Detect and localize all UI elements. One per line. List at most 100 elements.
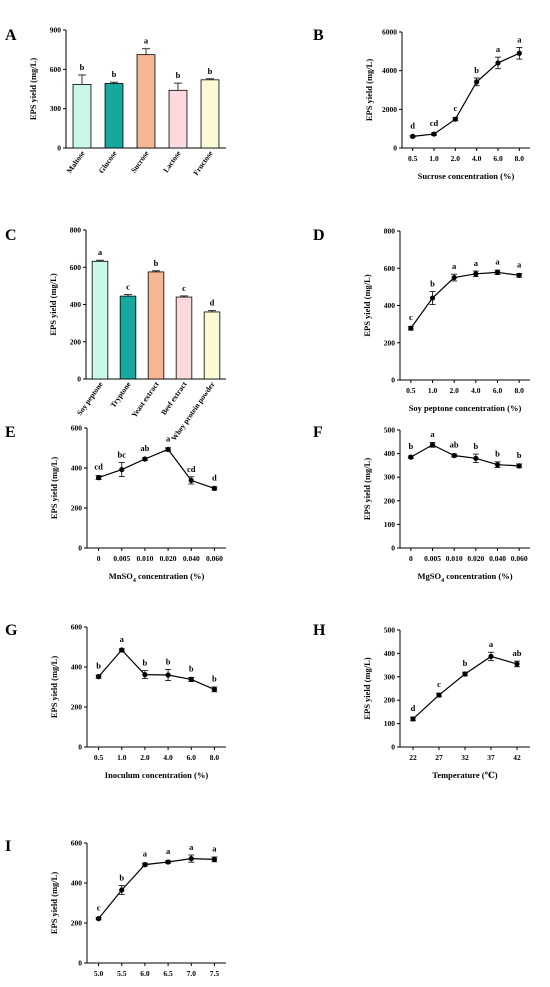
panel-f: F 0 100 200 300 400 500 EPS yield (mg/L) 0 0.005 0…: [313, 424, 530, 584]
significance-letter: d: [210, 298, 215, 308]
x-tick-label: 6.5: [163, 969, 173, 978]
data-point: [95, 674, 102, 680]
data-point: [410, 716, 416, 722]
y-tick-label: 300: [384, 672, 396, 681]
x-axis-title: Sucrose concentration (%): [418, 171, 515, 181]
x-tick-label: 2.0: [140, 753, 150, 762]
y-tick-label: 0: [393, 144, 397, 153]
y-tick-label: 300: [384, 473, 396, 482]
panel-d: D 0 200 400 600 800 EPS yield (mg/L) 0.5 1.0 2.0 4…: [313, 227, 530, 413]
panel-e: E 0 200 400 600 EPS yield (mg/L) 0 0.005 0.010 0.…: [5, 424, 226, 584]
y-tick-label: 400: [384, 449, 396, 458]
bar-1: [104, 83, 124, 149]
data-point: [451, 274, 457, 281]
x-category-label: Yeast extract: [129, 380, 160, 420]
x-tick-label: 6.0: [187, 753, 197, 762]
significance-letter: a: [166, 433, 171, 443]
series-line: [410, 444, 520, 467]
significance-letter: b: [166, 656, 171, 666]
series-line: [98, 448, 215, 489]
y-tick-label: 600: [384, 264, 396, 273]
x-tick-label: 2.0: [449, 386, 459, 395]
x-tick-label: 6.0: [493, 386, 503, 395]
data-point: [165, 859, 171, 865]
x-tick-label: 7.5: [210, 969, 220, 978]
x-axis-title: MgSO4 concentration (%): [417, 571, 512, 584]
significance-letter: d: [410, 120, 415, 130]
x-axis-title: MnSO4 concentration (%): [109, 571, 205, 584]
significance-letter: b: [154, 258, 159, 268]
x-category-label: Beef extract: [159, 380, 189, 417]
x-axis-title: Soy peptone concentration (%): [409, 403, 522, 413]
bar-2: [136, 54, 156, 149]
y-axis-title: EPS yield (mg/L): [28, 58, 38, 121]
x-tick-label: 0: [409, 554, 413, 563]
panel-letter-d: D: [313, 227, 325, 244]
x-axis-title-subscript: 4: [441, 578, 444, 584]
significance-letter: a: [212, 843, 217, 853]
data-point: [462, 671, 468, 677]
data-point: [494, 269, 501, 275]
data-point: [188, 477, 194, 483]
significance-letter: a: [489, 639, 494, 649]
y-tick-label: 600: [71, 424, 83, 433]
x-tick-label: 4.0: [163, 753, 173, 762]
y-tick-label: 400: [71, 464, 83, 473]
x-tick-label: 0.5: [406, 386, 416, 395]
x-tick-label: 6.0: [493, 154, 503, 163]
data-point: [165, 446, 171, 452]
data-point: [408, 454, 414, 460]
x-axis-title-main: MgSO: [417, 571, 441, 581]
significance-letter: b: [463, 658, 468, 668]
significance-letter: b: [96, 661, 101, 671]
x-tick-label: 5.5: [117, 969, 127, 978]
y-tick-label: 400: [384, 301, 396, 310]
data-point: [119, 647, 125, 653]
x-tick-label: 0.040: [183, 554, 200, 563]
significance-letter: b: [208, 66, 213, 76]
y-tick-label: 600: [50, 65, 62, 74]
y-tick-label: 600: [70, 263, 82, 272]
significance-letter: b: [143, 658, 148, 668]
y-tick-label: 200: [71, 504, 83, 513]
bar-1: [119, 295, 137, 380]
data-point: [473, 271, 479, 277]
x-tick-label: 32: [461, 753, 469, 762]
significance-letter: b: [517, 450, 522, 460]
series-line: [98, 649, 215, 690]
significance-letter: a: [496, 44, 501, 54]
y-tick-label: 0: [78, 959, 82, 968]
panel-c: C 0 200 400 600 800 EPS yield (mg/L) a Soy pepto…: [5, 226, 226, 442]
y-tick-label: 600: [71, 839, 83, 848]
significance-letter: c: [453, 103, 457, 113]
data-point: [473, 455, 479, 461]
x-tick-label: 6.0: [140, 969, 150, 978]
x-tick-label: 1.0: [117, 753, 127, 762]
significance-letter: bc: [118, 450, 127, 460]
y-tick-label: 0: [57, 144, 61, 153]
x-tick-label: 0.010: [446, 554, 463, 563]
x-axis-title-main: MnSO: [109, 571, 133, 581]
panel-letter-f: F: [313, 424, 323, 441]
significance-letter: b: [212, 673, 217, 683]
significance-letter: a: [98, 247, 103, 257]
data-point: [188, 676, 194, 683]
x-category-label: Lactose: [161, 148, 183, 174]
y-tick-label: 0: [78, 743, 82, 752]
x-category-label: Maltose: [65, 148, 87, 175]
y-tick-label: 200: [70, 337, 82, 346]
data-point: [516, 272, 522, 278]
significance-letter: b: [430, 279, 435, 289]
x-tick-label: 1.0: [429, 154, 439, 163]
significance-letter: a: [166, 846, 171, 856]
y-tick-label: 0: [391, 544, 395, 553]
x-axis-title: Temperature (℃): [432, 770, 497, 780]
bar-3: [168, 89, 188, 149]
x-tick-label: 0.005: [113, 554, 130, 563]
y-tick-label: 400: [384, 649, 396, 658]
x-tick-label: 0.5: [408, 154, 418, 163]
data-point: [211, 485, 218, 491]
data-point: [431, 131, 437, 137]
significance-letter: b: [189, 663, 194, 673]
x-tick-label: 8.0: [210, 753, 220, 762]
